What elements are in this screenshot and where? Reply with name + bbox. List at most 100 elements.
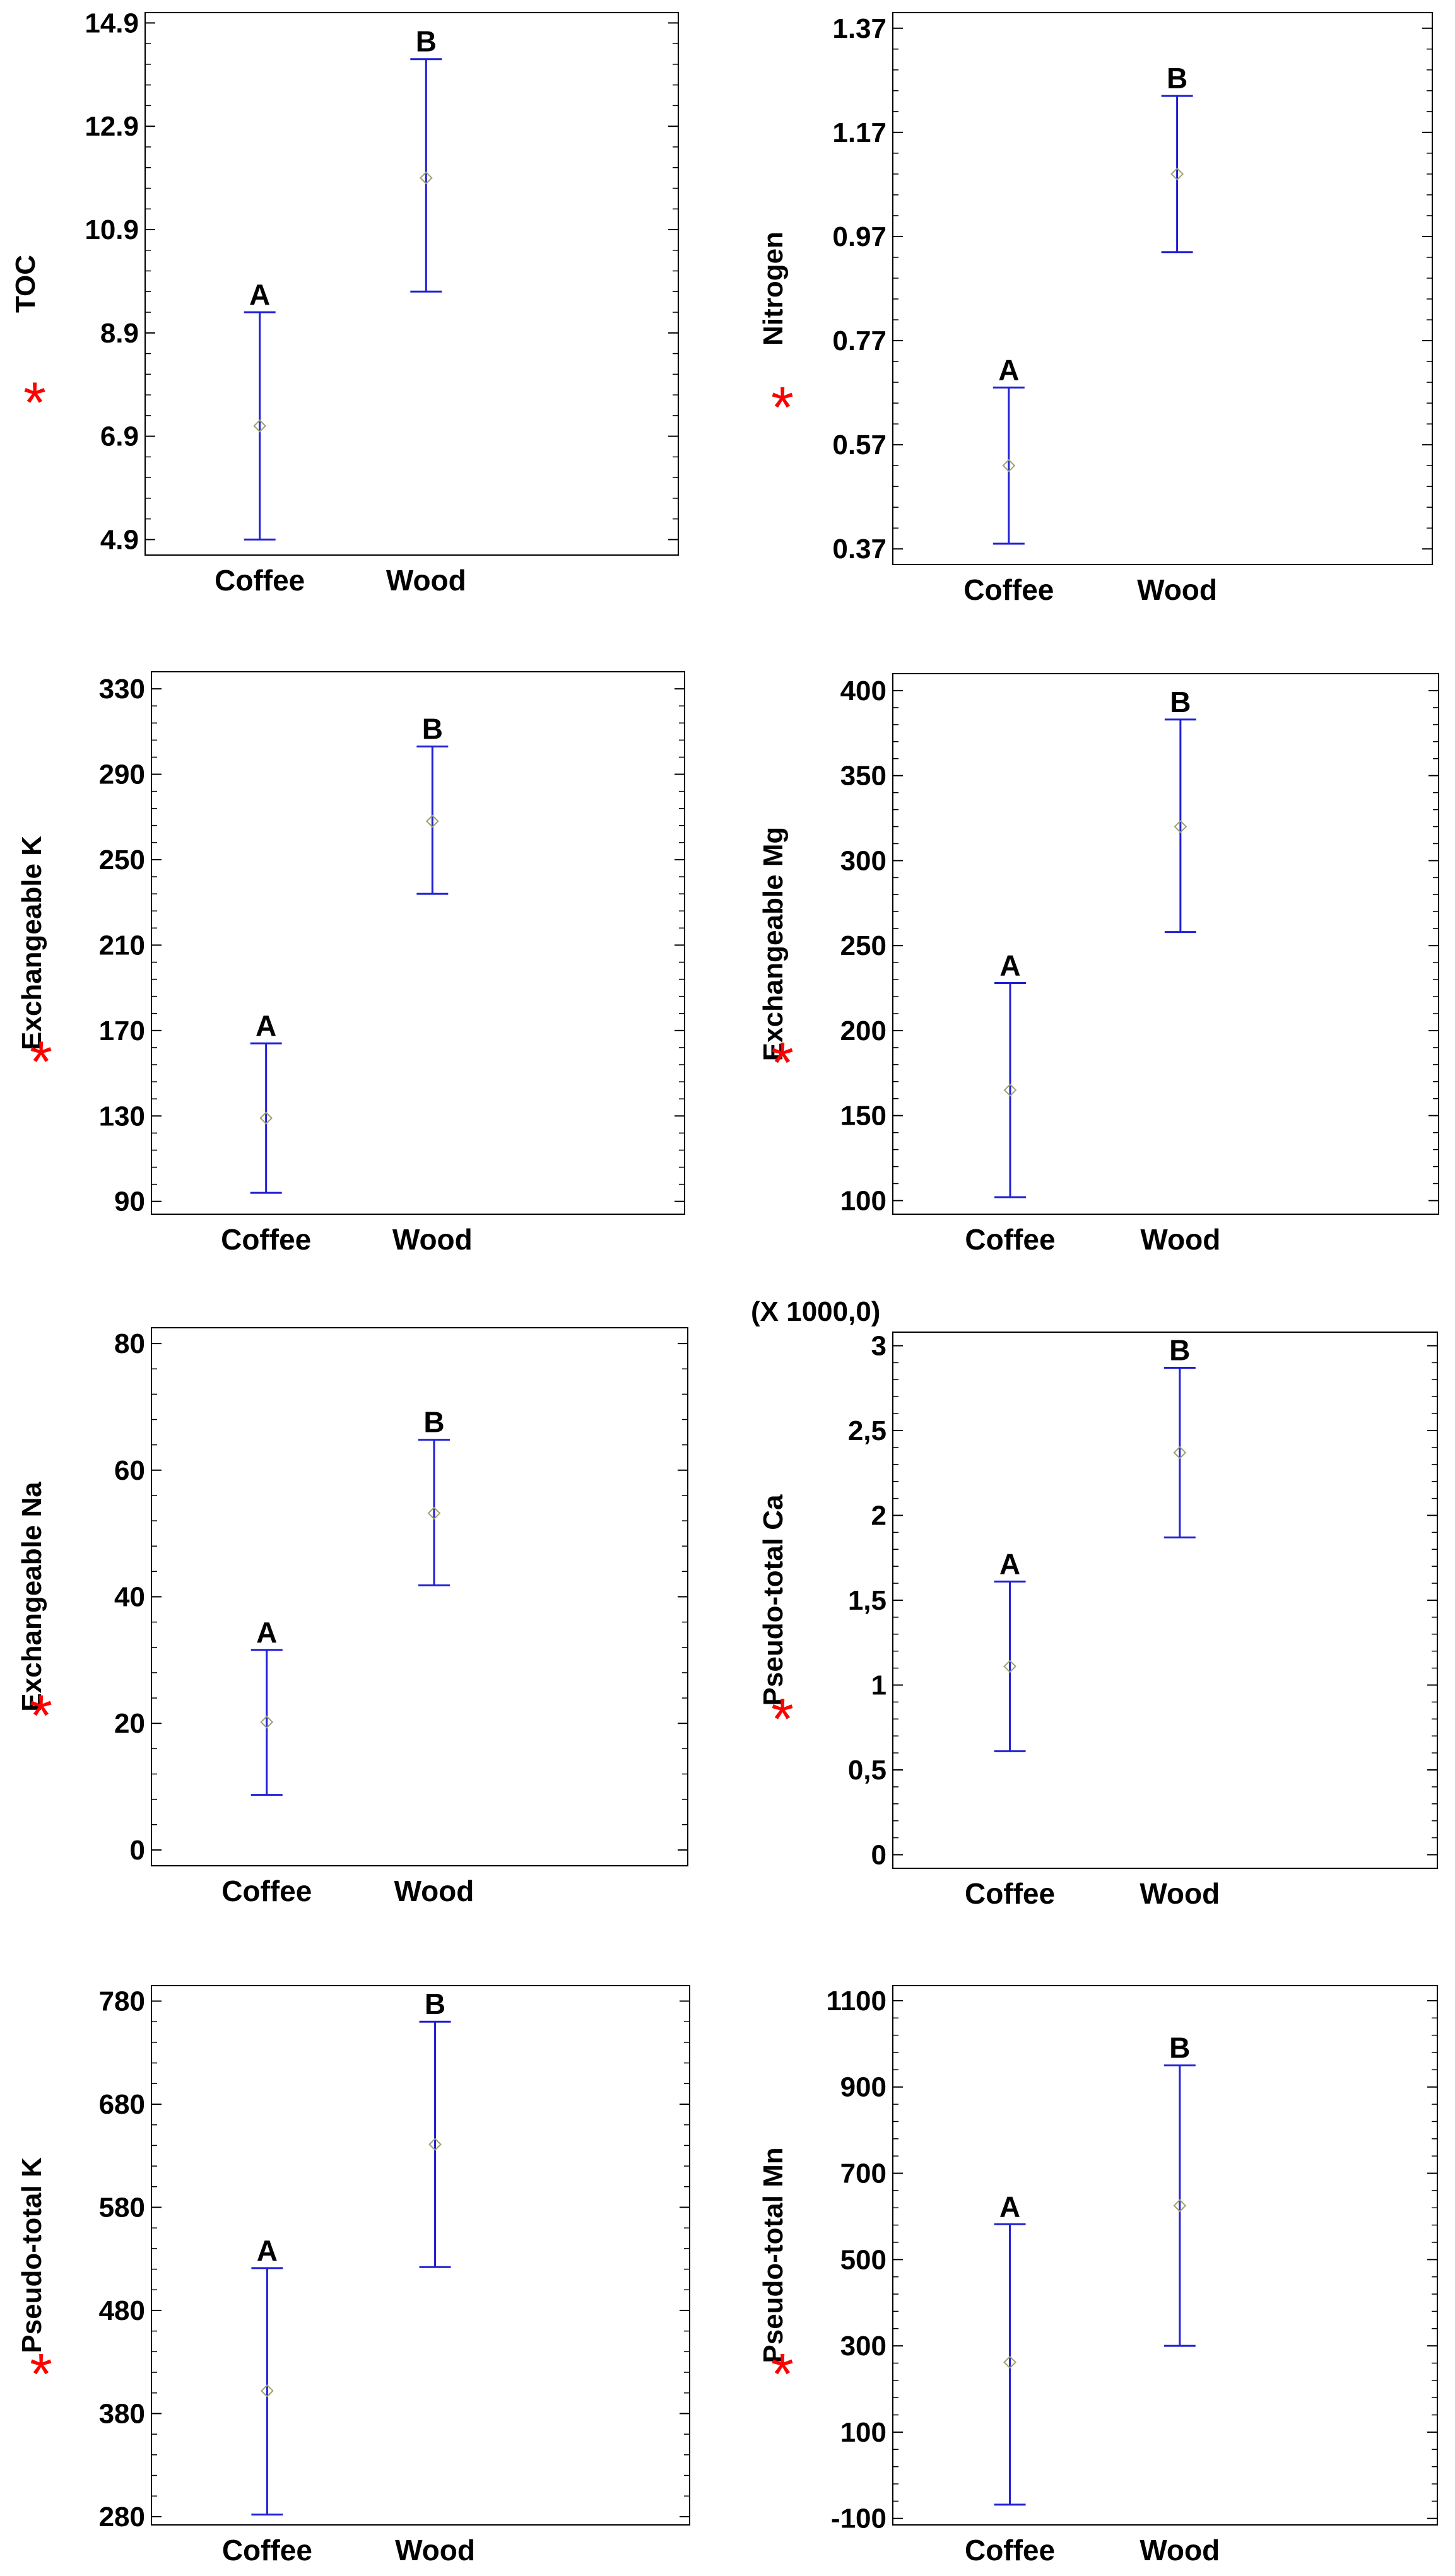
group-letter: A: [257, 2234, 278, 2267]
significance-star: *: [771, 1031, 794, 1096]
x-category-label: Coffee: [221, 1223, 311, 1256]
y-tick-label: 580: [99, 2192, 145, 2223]
y-tick-label: 0.57: [832, 430, 887, 460]
mean-marker: [259, 1111, 273, 1125]
y-tick-label: 290: [99, 759, 145, 790]
chart-panel: 90 130 170 210 250 290 330 Exchangeable K* A Coff…: [16, 671, 685, 1256]
group-letter: A: [249, 278, 270, 311]
y-tick-label: 680: [99, 2089, 145, 2120]
mean-marker: [1174, 820, 1187, 833]
y-tick-label: 1.17: [832, 117, 887, 148]
significance-star: *: [30, 2343, 52, 2407]
group-letter: B: [416, 25, 437, 58]
x-category-label: Coffee: [965, 2534, 1055, 2567]
plot-frame: [892, 12, 1433, 565]
y-tick-label: 12.9: [85, 111, 139, 142]
y-tick-label: 150: [840, 1101, 887, 1132]
mean-marker: [260, 2384, 274, 2397]
group-letter: B: [422, 713, 443, 746]
y-tick-label: 90: [114, 1186, 145, 1217]
x-category-label: Coffee: [215, 564, 305, 597]
plot-frame: [151, 1327, 688, 1866]
y-tick-label: 210: [99, 930, 145, 961]
group-letter: B: [1170, 686, 1191, 718]
y-tick-label: 80: [114, 1328, 145, 1359]
y-tick-label: -100: [831, 2503, 887, 2534]
chart-panel: 4.9 6.9 8.9 10.9 12.9 14.9 TOC * A Coffee B Wood: [10, 8, 679, 597]
group-letter: A: [999, 949, 1020, 981]
mean-marker: [260, 1715, 274, 1729]
y-tick-label: 8.9: [100, 318, 139, 349]
y-tick-label: 330: [99, 674, 145, 705]
y-tick-label: 170: [99, 1016, 145, 1046]
y-axis-title: Nitrogen: [758, 231, 789, 346]
mean-marker: [1003, 1083, 1017, 1097]
y-axis-title: Pseudo-total Mn: [758, 2147, 789, 2363]
y-tick-label: 3: [871, 1331, 887, 1362]
y-tick-label: 10.9: [85, 214, 139, 245]
y-tick-label: 0.97: [832, 221, 887, 252]
significance-star: *: [771, 1687, 794, 1752]
group-letter: B: [425, 1988, 445, 2020]
significance-star: *: [23, 371, 46, 435]
y-axis-title: Pseudo-total K: [16, 2157, 47, 2353]
y-tick-label: 2: [871, 1501, 887, 1531]
mean-marker: [1173, 1446, 1187, 1460]
group-letter: B: [1169, 1333, 1190, 1366]
group-letter: A: [999, 2190, 1020, 2223]
x-category-label: Wood: [1140, 2534, 1220, 2567]
significance-star: *: [30, 1684, 52, 1748]
significance-star: *: [771, 376, 794, 440]
y-tick-label: 1: [871, 1670, 887, 1701]
mean-marker: [253, 419, 267, 433]
y-tick-label: 300: [840, 845, 887, 876]
y-tick-label: 0.77: [832, 325, 887, 356]
y-tick-label: 480: [99, 2295, 145, 2326]
y-tick-label: 1,5: [848, 1585, 887, 1616]
plot-frame: [892, 673, 1439, 1215]
chart-panel: -100 100 300 500 700 900 1100 Pseudo-total Mn* A…: [758, 1985, 1438, 2567]
group-letter: B: [423, 1406, 444, 1439]
group-letter: A: [998, 353, 1019, 386]
chart-panel: 0 0,5 1 1,5 2 2,5 3 (X 1000,0) Pseudo-total Ca* A…: [751, 1296, 1438, 1910]
y-axis-title: Pseudo-total Ca: [758, 1494, 789, 1706]
y-tick-label: 130: [99, 1101, 145, 1132]
y-tick-label: 6.9: [100, 421, 139, 452]
plot-frame: [144, 12, 679, 556]
y-tick-label: 60: [114, 1455, 145, 1486]
y-tick-label: 400: [840, 676, 887, 706]
y-tick-label: 0: [871, 1839, 887, 1870]
mean-marker: [428, 2138, 442, 2152]
x-category-label: Wood: [395, 2534, 475, 2567]
x-category-label: Wood: [1137, 573, 1217, 606]
y-tick-label: 380: [99, 2398, 145, 2429]
y-axis-title: Exchangeable Mg: [758, 827, 789, 1062]
y-tick-label: 4.9: [100, 524, 139, 555]
y-tick-label: 300: [840, 2331, 887, 2362]
x-category-label: Coffee: [965, 1223, 1055, 1256]
plot-frame: [892, 1332, 1438, 1869]
y-tick-label: 40: [114, 1582, 145, 1613]
y-tick-label: 100: [840, 2417, 887, 2448]
plot-frame: [151, 671, 685, 1215]
mean-marker: [425, 814, 439, 828]
chart-panel: 0 20 40 60 80 Exchangeable Na* A Coffee B Wood: [16, 1327, 688, 1907]
x-category-label: Coffee: [965, 1877, 1055, 1910]
y-tick-label: 1100: [827, 1986, 887, 2017]
group-letter: B: [1169, 2032, 1190, 2064]
y-tick-label: 1.37: [832, 13, 887, 44]
y-tick-label: 780: [99, 1986, 145, 2017]
y-tick-label: 0: [130, 1835, 145, 1866]
x-category-label: Wood: [1140, 1223, 1220, 1256]
y-tick-label: 250: [99, 845, 145, 875]
mean-marker: [1170, 167, 1184, 181]
x-category-label: Wood: [386, 564, 466, 597]
mean-marker: [1003, 2355, 1016, 2369]
x-category-label: Coffee: [221, 1875, 312, 1907]
axis-multiplier: (X 1000,0): [751, 1296, 880, 1327]
mean-marker: [1002, 459, 1016, 472]
chart-panel: 100 150 200 250 300 350 400 Exchangeable Mg* A Co…: [758, 673, 1439, 1256]
chart-panel: 0.37 0.57 0.77 0.97 1.17 1.37 Nitrogen * A Coffee…: [758, 12, 1433, 606]
y-tick-label: 900: [840, 2072, 887, 2103]
